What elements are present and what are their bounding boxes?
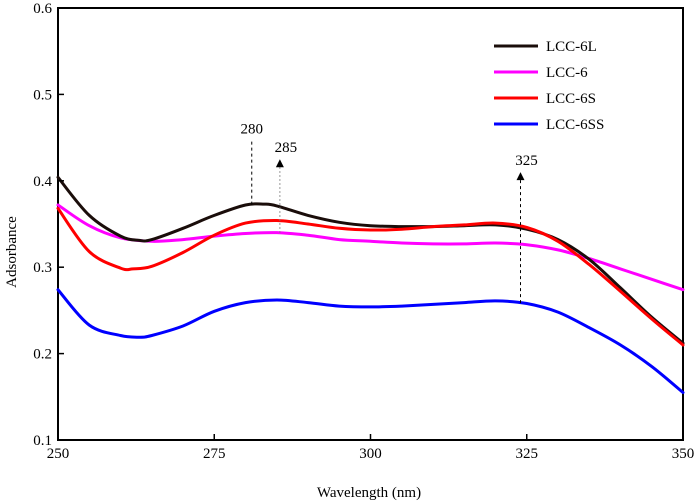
annotation-label: 325: [515, 153, 538, 169]
x-tick-label: 350: [672, 446, 695, 462]
y-tick-label: 0.1: [33, 433, 52, 449]
legend: LCC-6L LCC-6 LCC-6S LCC-6SS: [494, 39, 604, 133]
annotation-label: 280: [241, 122, 264, 138]
series-line-lcc-6l: [56, 175, 685, 345]
y-tick-label: 0.3: [33, 260, 52, 276]
series-group: [56, 175, 685, 394]
annotation-label: 285: [275, 140, 298, 156]
annotation-arrowhead: [275, 159, 284, 168]
annotation-group: 280 285 325: [241, 122, 538, 306]
plot-area-border: [57, 7, 684, 441]
x-axis-title: Wavelength (nm): [317, 485, 421, 501]
x-tick-label: 250: [47, 446, 70, 462]
tick-group: 250 275 300 325 350 0.1 0.2 0.3 0.4 0.5 0.6: [33, 1, 694, 462]
x-tick-label: 275: [203, 446, 226, 462]
x-tick-label: 300: [359, 446, 382, 462]
y-tick-label: 0.4: [33, 174, 52, 190]
series-line-lcc-6s: [56, 206, 685, 347]
series-line-lcc-6: [56, 203, 685, 292]
legend-label: LCC-6SS: [546, 117, 604, 133]
annotation-arrowhead: [516, 172, 525, 181]
plot-frame-group: [57, 7, 684, 441]
y-tick-label: 0.2: [33, 347, 52, 363]
series-line-lcc-6ss: [56, 288, 685, 394]
y-tick-label: 0.5: [33, 87, 52, 103]
legend-label: LCC-6L: [546, 39, 597, 55]
x-tick-label: 325: [516, 446, 539, 462]
legend-label: LCC-6S: [546, 91, 596, 107]
y-axis-title: Adsorbance: [4, 216, 20, 288]
y-tick-label: 0.6: [33, 1, 52, 17]
legend-label: LCC-6: [546, 65, 588, 81]
